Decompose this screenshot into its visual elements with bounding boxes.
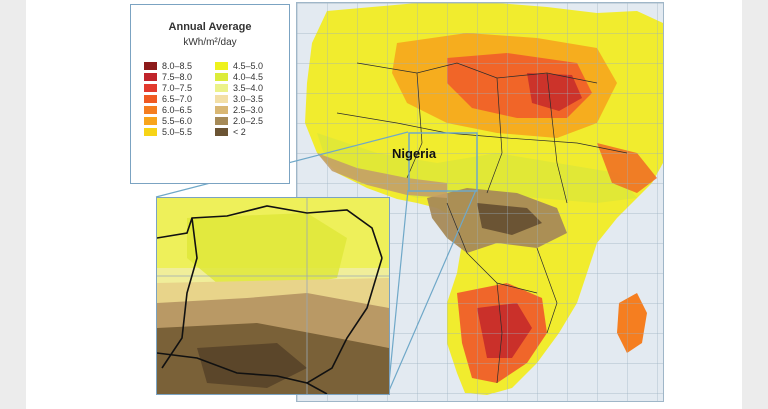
legend-title: Annual Average (168, 21, 252, 33)
legend-swatch (144, 128, 157, 137)
legend-swatch (215, 84, 228, 93)
legend-swatch (215, 106, 228, 115)
legend-item: < 2 (215, 127, 263, 138)
nigeria-inset-svg (157, 198, 389, 394)
nigeria-label: Nigeria (392, 146, 437, 161)
legend-item: 4.5–5.0 (215, 61, 263, 72)
legend-item: 5.5–6.0 (144, 116, 192, 127)
legend-unit: kWh/m²/day (183, 37, 237, 48)
legend-swatch (215, 95, 228, 104)
legend-item: 7.0–7.5 (144, 83, 192, 94)
legend-item: 6.0–6.5 (144, 105, 192, 116)
nigeria-inset-map (156, 197, 390, 395)
legend-swatch (144, 62, 157, 71)
inset-greenish-zone (187, 213, 347, 288)
legend-swatch (144, 95, 157, 104)
page: Nigeria Annual Average kWh/m²/day 8.0–8.… (26, 0, 742, 409)
legend-swatch (215, 128, 228, 137)
legend-swatch (215, 73, 228, 82)
legend-item: 4.0–4.5 (215, 72, 263, 83)
legend-swatch (215, 62, 228, 71)
legend: Annual Average kWh/m²/day 8.0–8.5 7.5–8.… (130, 4, 290, 184)
inset-grid (157, 198, 389, 394)
inset-borders (157, 205, 383, 394)
legend-item: 3.0–3.5 (215, 94, 263, 105)
legend-item: 5.0–5.5 (144, 127, 192, 138)
legend-item: 7.5–8.0 (144, 72, 192, 83)
legend-swatch (144, 84, 157, 93)
legend-item: 3.5–4.0 (215, 83, 263, 94)
legend-item: 2.0–2.5 (215, 116, 263, 127)
legend-swatch (144, 106, 157, 115)
legend-swatch (144, 117, 157, 126)
legend-swatch (144, 73, 157, 82)
legend-swatch (215, 117, 228, 126)
legend-item: 8.0–8.5 (144, 61, 192, 72)
legend-item: 6.5–7.0 (144, 94, 192, 105)
legend-column-left: 8.0–8.5 7.5–8.0 7.0–7.5 6.5–7.0 6.0–6.5 … (144, 61, 192, 138)
legend-column-right: 4.5–5.0 4.0–4.5 3.5–4.0 3.0–3.5 2.5–3.0 … (215, 61, 263, 138)
legend-item: 2.5–3.0 (215, 105, 263, 116)
